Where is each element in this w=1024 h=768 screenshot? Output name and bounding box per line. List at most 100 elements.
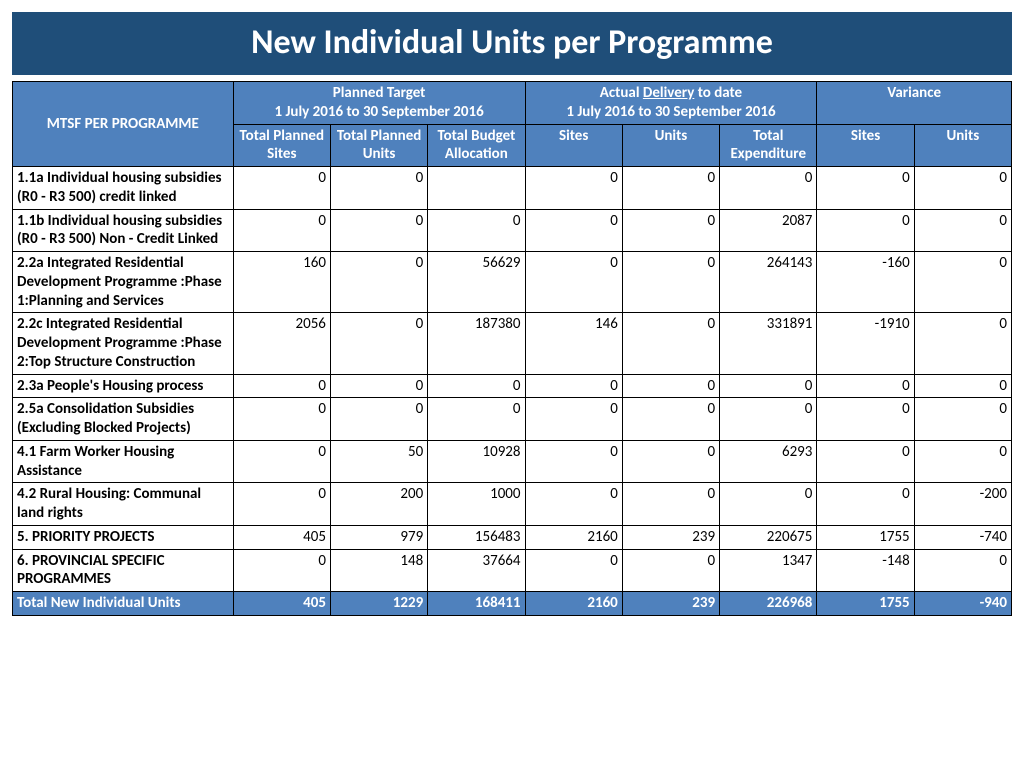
cell-value: 160 bbox=[233, 252, 330, 313]
cell-value: 0 bbox=[914, 374, 1011, 398]
row-label: 6. PROVINCIAL SPECIFIC PROGRAMMES bbox=[13, 549, 234, 592]
cell-value: 0 bbox=[914, 252, 1011, 313]
total-value: 168411 bbox=[428, 592, 525, 616]
cell-value: 0 bbox=[330, 167, 427, 210]
cell-value: 0 bbox=[720, 167, 817, 210]
cell-value: 0 bbox=[233, 549, 330, 592]
cell-value: 1755 bbox=[817, 525, 914, 549]
cell-value: 146 bbox=[525, 313, 622, 374]
cell-value: 220675 bbox=[720, 525, 817, 549]
cell-value: 0 bbox=[817, 483, 914, 526]
col-header-var-sites: Sites bbox=[817, 124, 914, 167]
cell-value: 0 bbox=[525, 209, 622, 252]
cell-value: 0 bbox=[233, 209, 330, 252]
table-row: 2.3a People's Housing process00000000 bbox=[13, 374, 1012, 398]
cell-value: 0 bbox=[330, 374, 427, 398]
col-group-actual: Actual Delivery to date 1 July 2016 to 3… bbox=[525, 82, 817, 125]
cell-value: 0 bbox=[622, 549, 719, 592]
row-label: 2.5a Consolidation Subsidies (Excluding … bbox=[13, 398, 234, 441]
cell-value: 0 bbox=[622, 374, 719, 398]
cell-value: 405 bbox=[233, 525, 330, 549]
cell-value: 156483 bbox=[428, 525, 525, 549]
cell-value: 0 bbox=[622, 209, 719, 252]
cell-value: -740 bbox=[914, 525, 1011, 549]
cell-value: 0 bbox=[914, 440, 1011, 483]
total-value: 1755 bbox=[817, 592, 914, 616]
cell-value: 1347 bbox=[720, 549, 817, 592]
cell-value: 148 bbox=[330, 549, 427, 592]
row-label: 1.1a Individual housing subsidies (R0 - … bbox=[13, 167, 234, 210]
cell-value: -1910 bbox=[817, 313, 914, 374]
table-row: 2.5a Consolidation Subsidies (Excluding … bbox=[13, 398, 1012, 441]
col-header-programme: MTSF PER PROGRAMME bbox=[13, 82, 234, 167]
cell-value: 0 bbox=[525, 398, 622, 441]
cell-value: 331891 bbox=[720, 313, 817, 374]
table-row: 2.2c Integrated Residential Development … bbox=[13, 313, 1012, 374]
total-value: 226968 bbox=[720, 592, 817, 616]
cell-value: 0 bbox=[720, 398, 817, 441]
cell-value: 0 bbox=[525, 440, 622, 483]
cell-value: 0 bbox=[330, 209, 427, 252]
cell-value: 0 bbox=[330, 252, 427, 313]
cell-value: 0 bbox=[525, 374, 622, 398]
cell-value: 0 bbox=[428, 398, 525, 441]
cell-value: 2087 bbox=[720, 209, 817, 252]
table-row: 2.2a Integrated Residential Development … bbox=[13, 252, 1012, 313]
cell-value bbox=[428, 167, 525, 210]
cell-value: 0 bbox=[233, 483, 330, 526]
cell-value: 0 bbox=[914, 313, 1011, 374]
table-row: 6. PROVINCIAL SPECIFIC PROGRAMMES0148376… bbox=[13, 549, 1012, 592]
col-group-variance: Variance bbox=[817, 82, 1012, 125]
cell-value: 0 bbox=[817, 440, 914, 483]
total-value: -940 bbox=[914, 592, 1011, 616]
col-group-planned: Planned Target 1 July 2016 to 30 Septemb… bbox=[233, 82, 525, 125]
cell-value: 0 bbox=[720, 483, 817, 526]
cell-value: 0 bbox=[622, 313, 719, 374]
cell-value: 0 bbox=[428, 209, 525, 252]
cell-value: 50 bbox=[330, 440, 427, 483]
cell-value: 0 bbox=[233, 374, 330, 398]
table-row: 1.1a Individual housing subsidies (R0 - … bbox=[13, 167, 1012, 210]
cell-value: 0 bbox=[525, 483, 622, 526]
cell-value: 2160 bbox=[525, 525, 622, 549]
cell-value: -200 bbox=[914, 483, 1011, 526]
cell-value: 0 bbox=[817, 209, 914, 252]
col-header-planned-units: Total Planned Units bbox=[330, 124, 427, 167]
table-row: 4.1 Farm Worker Housing Assistance050109… bbox=[13, 440, 1012, 483]
col-header-var-units: Units bbox=[914, 124, 1011, 167]
cell-value: -148 bbox=[817, 549, 914, 592]
total-label: Total New Individual Units bbox=[13, 592, 234, 616]
row-label: 2.2c Integrated Residential Development … bbox=[13, 313, 234, 374]
table-row: 4.2 Rural Housing: Communal land rights0… bbox=[13, 483, 1012, 526]
cell-value: 0 bbox=[233, 440, 330, 483]
cell-value: 264143 bbox=[720, 252, 817, 313]
cell-value: 0 bbox=[525, 167, 622, 210]
table-row: 5. PRIORITY PROJECTS40597915648321602392… bbox=[13, 525, 1012, 549]
table-row: 1.1b Individual housing subsidies (R0 - … bbox=[13, 209, 1012, 252]
cell-value: 0 bbox=[914, 167, 1011, 210]
cell-value: 200 bbox=[330, 483, 427, 526]
cell-value: 187380 bbox=[428, 313, 525, 374]
cell-value: 0 bbox=[428, 374, 525, 398]
total-value: 2160 bbox=[525, 592, 622, 616]
cell-value: 0 bbox=[233, 167, 330, 210]
cell-value: 979 bbox=[330, 525, 427, 549]
col-header-actual-units: Units bbox=[622, 124, 719, 167]
total-value: 405 bbox=[233, 592, 330, 616]
cell-value: 0 bbox=[525, 549, 622, 592]
total-value: 239 bbox=[622, 592, 719, 616]
col-header-expenditure: Total Expenditure bbox=[720, 124, 817, 167]
cell-value: 2056 bbox=[233, 313, 330, 374]
cell-value: 0 bbox=[914, 398, 1011, 441]
cell-value: 0 bbox=[622, 167, 719, 210]
cell-value: 0 bbox=[720, 374, 817, 398]
cell-value: 0 bbox=[914, 209, 1011, 252]
col-header-planned-sites: Total Planned Sites bbox=[233, 124, 330, 167]
total-value: 1229 bbox=[330, 592, 427, 616]
cell-value: 0 bbox=[525, 252, 622, 313]
col-header-budget: Total Budget Allocation bbox=[428, 124, 525, 167]
cell-value: 239 bbox=[622, 525, 719, 549]
cell-value: 0 bbox=[914, 549, 1011, 592]
cell-value: 10928 bbox=[428, 440, 525, 483]
cell-value: 0 bbox=[817, 167, 914, 210]
